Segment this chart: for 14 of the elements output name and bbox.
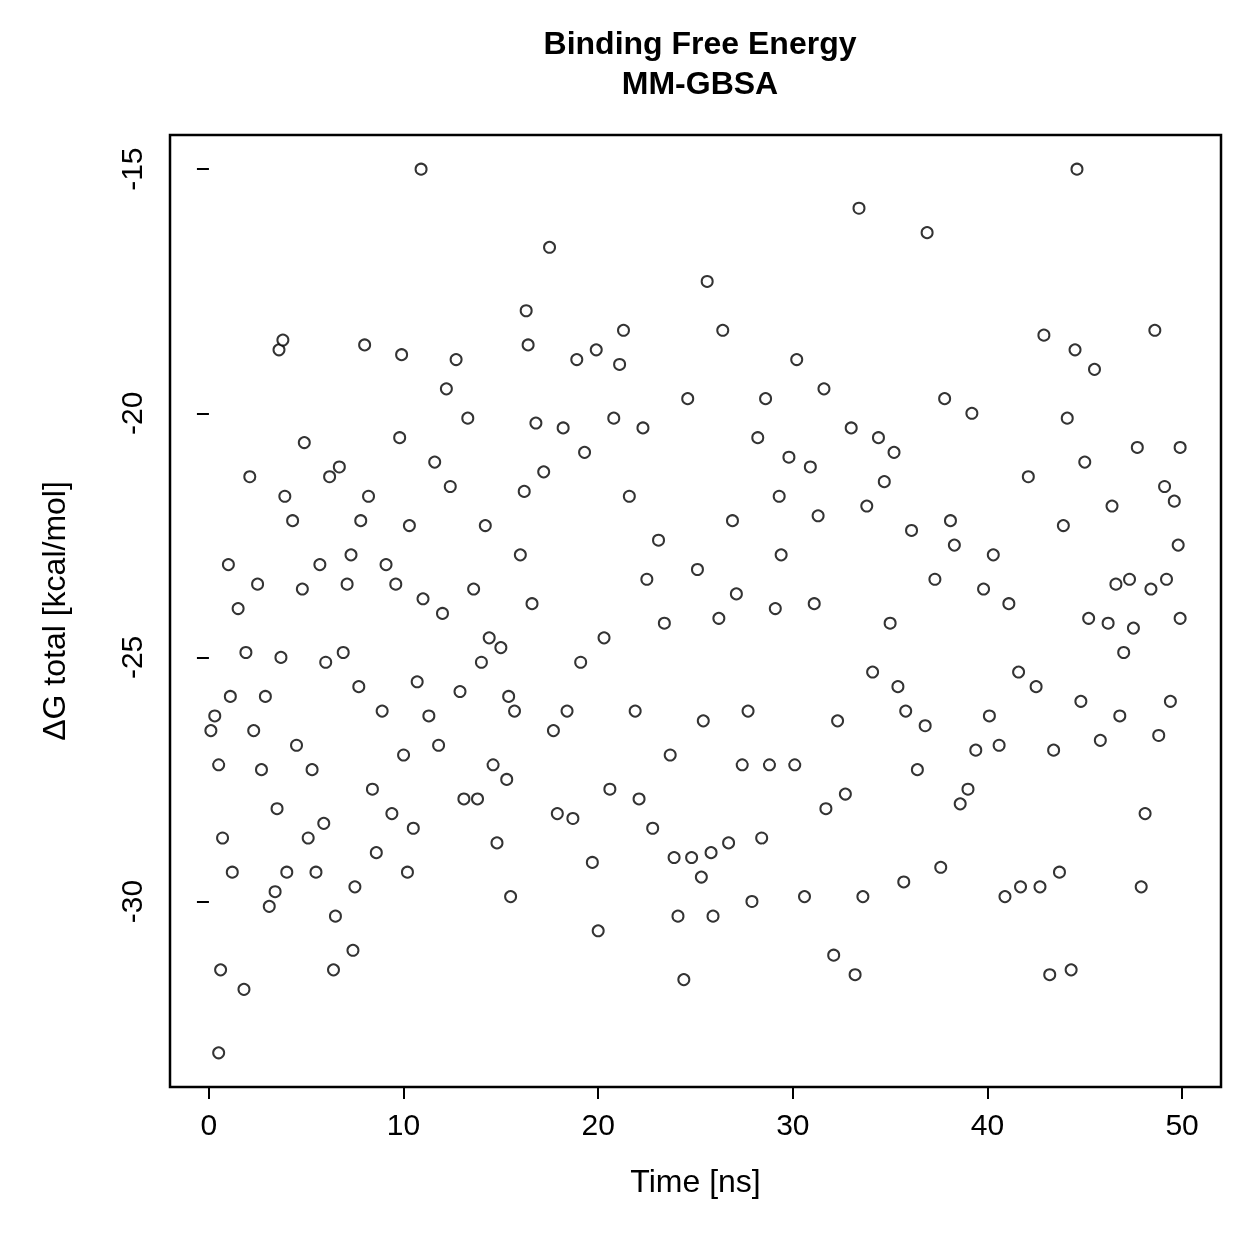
x-tick-label: 30 <box>776 1107 810 1141</box>
x-tick-label: 0 <box>200 1107 218 1141</box>
y-tick-label: -25 <box>114 635 148 680</box>
y-axis-title: ΔG total [kcal/mol] <box>36 481 72 741</box>
x-tick-label: 40 <box>970 1107 1005 1141</box>
chart-title: Binding Free Energy <box>543 25 857 61</box>
x-tick-label: 10 <box>386 1107 421 1141</box>
x-tick-label: 20 <box>581 1107 615 1141</box>
y-tick-label: -20 <box>114 391 148 435</box>
y-tick-label: -15 <box>114 147 148 191</box>
x-tick-label: 50 <box>1165 1107 1199 1141</box>
chart-subtitle: MM-GBSA <box>621 65 779 101</box>
y-tick-label: -30 <box>114 879 148 924</box>
x-axis-title: Time [ns] <box>630 1163 761 1199</box>
